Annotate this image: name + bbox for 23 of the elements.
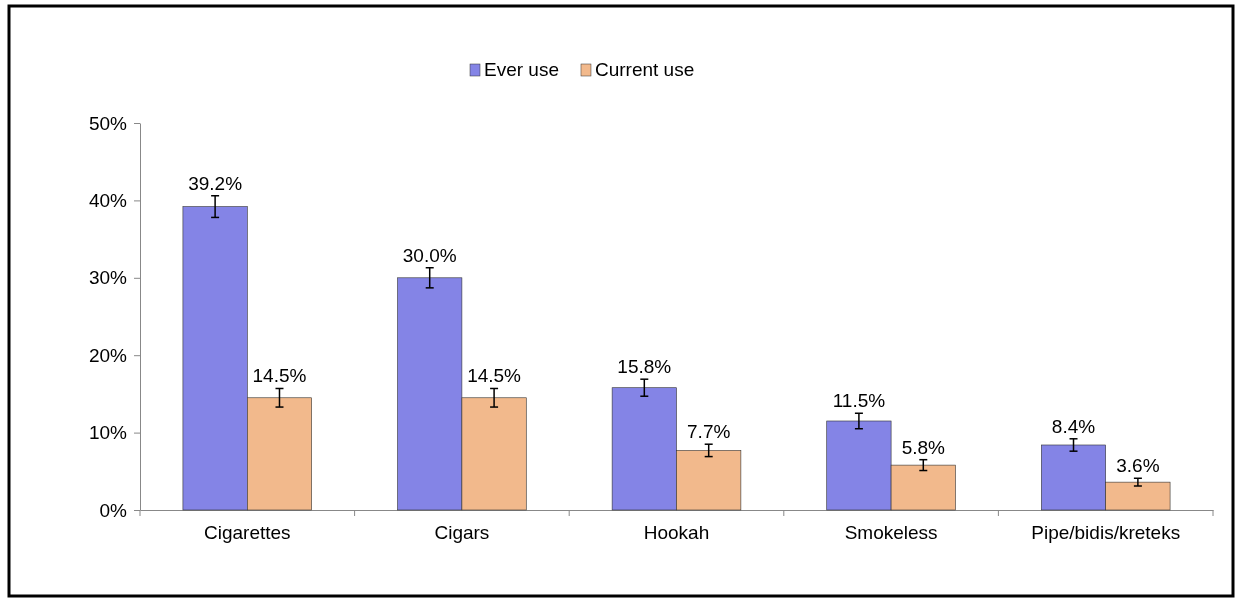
text: 14.5%: [467, 365, 522, 387]
legend-label: Current use: [594, 59, 695, 80]
x-tick-label: Cigars: [434, 522, 490, 543]
text: 7.7%: [687, 421, 731, 443]
x-tick-label: Smokeless: [844, 522, 938, 543]
y-tick-label: 20%: [88, 344, 128, 366]
text: 8.4%: [1051, 415, 1096, 437]
text: 39.2%: [188, 172, 243, 194]
x-tick-label: Hookah: [643, 522, 710, 543]
y-tick-label: 30%: [88, 267, 128, 289]
y-tick-label: 40%: [88, 189, 128, 211]
text: 14.5%: [252, 365, 307, 387]
text: 30.0%: [402, 244, 457, 266]
y-tick-label: 0%: [99, 499, 128, 521]
y-tick-label: 10%: [88, 422, 128, 444]
text: 3.6%: [1116, 455, 1160, 477]
text: 15.8%: [617, 356, 672, 378]
legend-label: Ever use: [484, 59, 559, 80]
x-tick-label: Cigarettes: [204, 522, 291, 543]
x-tick-label: Pipe/bidis/kreteks: [1031, 522, 1181, 543]
text: 5.8%: [901, 436, 945, 458]
y-tick-label: 50%: [88, 112, 128, 134]
text: 11.5%: [832, 390, 886, 412]
